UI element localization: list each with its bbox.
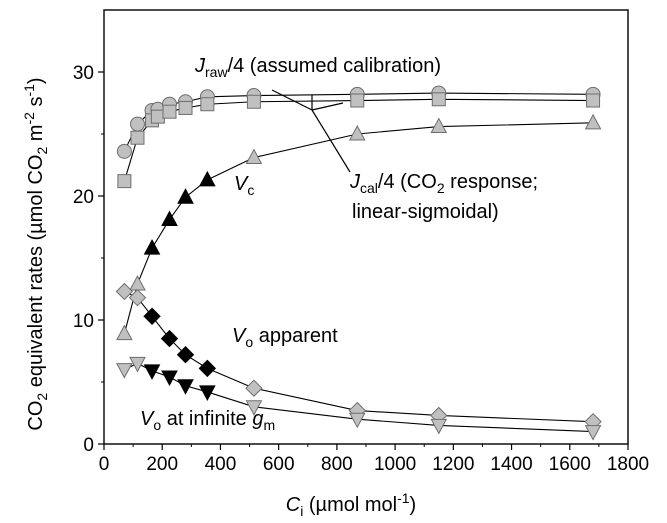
data-point-triangle-up: [348, 124, 366, 141]
y-tick-label: 30: [73, 63, 94, 84]
y-axis-ticks: 0 10 20 30: [73, 63, 104, 456]
data-point-circle: [129, 116, 145, 132]
data-point-square: [200, 97, 215, 112]
data-point-triangle-down: [161, 370, 178, 387]
data-point-square: [162, 104, 177, 119]
x-tick-label: 600: [263, 454, 295, 475]
y-tick-label: 20: [73, 187, 94, 208]
data-point-triangle-up: [584, 113, 602, 130]
vc-label: Vc: [234, 173, 254, 198]
data-point-triangle-up: [143, 239, 161, 255]
data-point-diamond: [245, 379, 263, 397]
x-axis-title: Ci (µmol mol-1): [286, 490, 416, 519]
data-point-diamond: [143, 307, 161, 325]
series-line: [124, 362, 594, 433]
jraw-label: Jraw/4 (assumed calibration): [194, 55, 441, 80]
vo-infinite-label: Vo at infinite gm: [140, 408, 275, 433]
x-tick-label: 1200: [432, 454, 474, 475]
data-point-diamond: [128, 288, 147, 307]
data-point-square: [150, 109, 165, 124]
data-point-triangle-down: [348, 412, 366, 429]
jcal-label: Jcal/4 (CO2 response;: [349, 171, 538, 196]
x-tick-label: 1600: [549, 454, 591, 475]
data-point-square: [246, 94, 261, 109]
data-point-diamond: [176, 346, 195, 364]
series-line: [124, 290, 594, 423]
data-point-triangle-down: [430, 418, 448, 435]
data-point-triangle-down: [129, 356, 146, 373]
x-tick-label: 800: [321, 454, 353, 475]
data-point-triangle-up: [430, 117, 448, 134]
vo-apparent-label: Vo apparent: [232, 325, 338, 350]
x-tick-label: 0: [99, 454, 110, 475]
data-point-square: [117, 174, 132, 189]
y-axis-title: CO2 equivalent rates (µmol CO2 m-2 s-1): [21, 77, 50, 430]
series-lines: [123, 92, 594, 433]
data-point-diamond: [198, 359, 217, 378]
data-point-square: [130, 130, 145, 145]
data-point-triangle-up: [177, 188, 194, 204]
series-markers: [115, 85, 602, 441]
data-point-diamond: [160, 329, 179, 348]
data-point-square: [350, 93, 365, 108]
x-tick-label: 1000: [374, 454, 416, 475]
x-axis-ticks: 0 200 400 600 800 1000 1200 1400 1600 1800: [99, 444, 649, 475]
data-point-square: [431, 92, 446, 107]
jcal-callout-line-3: [311, 109, 351, 173]
data-point-triangle-down: [199, 385, 216, 401]
data-point-triangle-down: [116, 363, 133, 379]
data-point-triangle-down: [177, 379, 194, 395]
x-tick-label: 400: [205, 454, 237, 475]
data-point-diamond: [115, 282, 134, 301]
x-tick-label: 200: [146, 454, 178, 475]
jcal-label-line2: linear-sigmoidal): [352, 201, 499, 223]
x-tick-label: 1400: [490, 454, 532, 475]
data-point-triangle-up: [129, 274, 146, 291]
y-tick-label: 10: [73, 311, 94, 332]
jraw-callout-line: [271, 89, 313, 111]
data-point-circle: [116, 143, 132, 159]
series-line: [123, 122, 594, 334]
data-point-square: [178, 100, 193, 115]
data-point-square: [586, 93, 601, 108]
data-point-triangle-down: [245, 400, 263, 416]
data-point-triangle-up: [245, 148, 263, 165]
y-tick-label: 0: [83, 435, 94, 456]
x-tick-label: 1800: [607, 454, 649, 475]
data-point-triangle-up: [161, 210, 178, 227]
data-point-triangle-up: [199, 170, 216, 187]
jcal-callout-line-2: [311, 102, 344, 111]
data-point-triangle-down: [143, 364, 161, 380]
data-point-triangle-down: [584, 425, 602, 441]
callout-lines: [271, 89, 351, 173]
data-point-triangle-up: [116, 324, 133, 341]
